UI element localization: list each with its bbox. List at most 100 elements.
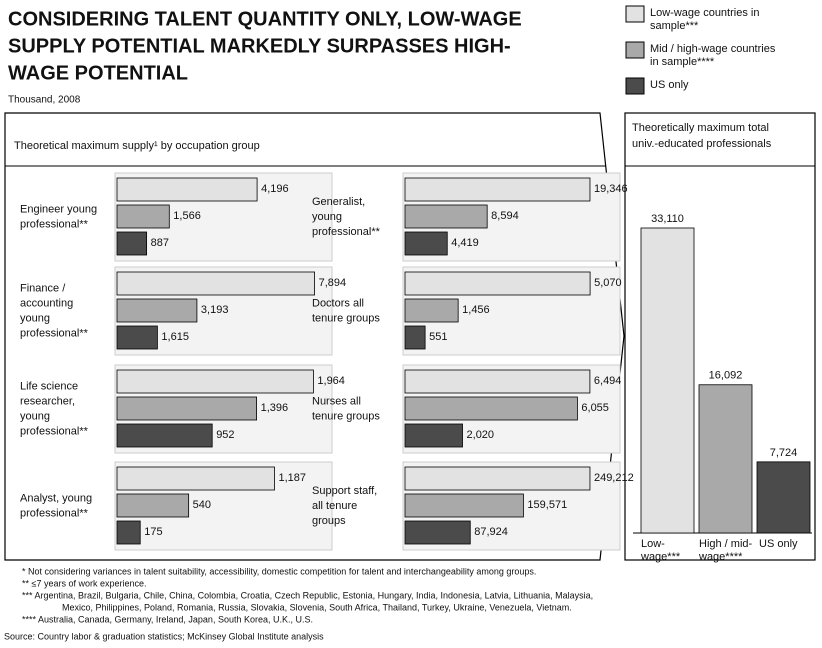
bar [404, 396, 578, 421]
bar [116, 493, 190, 518]
bar [116, 298, 198, 323]
bar [404, 325, 426, 350]
value-label: 16,092 [709, 370, 743, 382]
bar [116, 204, 170, 229]
panel-label: all tenure [312, 500, 357, 512]
footnote: Mexico, Philippines, Poland, Romania, Ru… [62, 602, 572, 612]
value-label: 4,419 [451, 237, 479, 249]
footnote: **** Australia, Canada, Germany, Ireland… [22, 614, 313, 624]
x-tick-label: wage**** [698, 551, 743, 563]
bar [404, 466, 591, 491]
value-label: 19,346 [594, 183, 628, 195]
bar [116, 231, 148, 256]
value-label: 887 [151, 237, 169, 249]
source: Source: Country labor & graduation stati… [4, 631, 324, 641]
value-label: 4,196 [261, 183, 289, 195]
value-label: 33,110 [651, 213, 684, 225]
total-title: univ.-educated professionals [632, 138, 772, 150]
panel-label: Life science [20, 380, 78, 392]
value-label: 1,615 [161, 331, 189, 343]
value-label: 2,020 [467, 429, 495, 441]
bar [116, 325, 158, 350]
panel-label: Generalist, [312, 196, 365, 208]
panel-label: groups [312, 515, 346, 527]
panel-label: researcher, [20, 395, 75, 407]
value-label: 87,924 [474, 526, 508, 538]
footnote: ** ≤7 years of work experience. [22, 578, 147, 588]
total-frame [624, 112, 816, 561]
bar [116, 466, 275, 491]
panel-title: Theoretical maximum supply¹ by occupatio… [14, 140, 260, 152]
title: CONSIDERING TALENT QUANTITY ONLY, LOW-WA… [8, 8, 522, 30]
panel-label: professional** [20, 507, 89, 519]
legend-swatch [625, 5, 645, 23]
bar [404, 369, 591, 394]
x-tick-label: US only [759, 538, 798, 550]
value-label: 551 [429, 331, 447, 343]
bar [116, 520, 141, 545]
panel-label: Support staff, [312, 485, 377, 497]
panel-label: young [20, 410, 50, 422]
bar [404, 298, 459, 323]
panel-label: young [312, 211, 342, 223]
bar [404, 493, 524, 518]
panel-label: tenure groups [312, 410, 380, 422]
value-label: 159,571 [527, 499, 567, 511]
footnote: * Not considering variances in talent su… [22, 566, 536, 576]
title: WAGE POTENTIAL [8, 62, 188, 84]
legend-label: sample*** [650, 20, 699, 32]
x-tick-label: High / mid- [699, 538, 753, 550]
value-label: 1,456 [462, 304, 490, 316]
panel-label: young [20, 312, 50, 324]
value-label: 7,894 [319, 277, 347, 289]
bar [404, 204, 488, 229]
value-label: 175 [144, 526, 162, 538]
value-label: 1,187 [279, 472, 307, 484]
bar [404, 423, 463, 448]
value-label: 8,594 [491, 210, 519, 222]
panel-label: Analyst, young [20, 492, 92, 504]
x-tick-label: wage*** [640, 551, 681, 563]
panel-label: accounting [20, 297, 73, 309]
value-label: 952 [216, 429, 234, 441]
bar [404, 231, 448, 256]
value-label: 540 [193, 499, 211, 511]
value-label: 6,055 [581, 402, 609, 414]
legend-label: in sample**** [650, 56, 715, 68]
total-title: Theoretically maximum total [632, 122, 769, 134]
legend-swatch [625, 77, 645, 95]
legend-label: Mid / high-wage countries [650, 43, 776, 55]
value-label: 249,212 [594, 472, 634, 484]
bar [756, 461, 811, 534]
bar [404, 177, 591, 202]
legend-label: US only [650, 79, 689, 91]
footnote: *** Argentina, Brazil, Bulgaria, Chile, … [22, 590, 593, 600]
value-label: 1,964 [317, 375, 345, 387]
bar [698, 384, 753, 534]
bar [404, 520, 471, 545]
value-label: 5,070 [594, 277, 622, 289]
bar [116, 369, 314, 394]
bar [116, 423, 213, 448]
panel-label: professional** [20, 327, 89, 339]
panel-label: Engineer young [20, 203, 97, 215]
panel-label: Doctors all [312, 297, 364, 309]
bar [116, 271, 315, 296]
panel-label: professional** [20, 218, 89, 230]
subtitle: Thousand, 2008 [8, 95, 81, 106]
value-label: 1,566 [173, 210, 201, 222]
bar [640, 227, 695, 534]
x-tick-label: Low- [641, 538, 665, 550]
value-label: 1,396 [261, 402, 289, 414]
legend-label: Low-wage countries in [650, 7, 759, 19]
panel-label: tenure groups [312, 312, 380, 324]
title: SUPPLY POTENTIAL MARKEDLY SURPASSES HIGH… [8, 35, 511, 57]
panel-label: Nurses all [312, 395, 361, 407]
value-label: 7,724 [770, 447, 798, 459]
bar [116, 177, 258, 202]
panel-label: Finance / [20, 282, 66, 294]
legend-swatch [625, 41, 645, 59]
bar [404, 271, 591, 296]
panel-label: professional** [20, 425, 89, 437]
